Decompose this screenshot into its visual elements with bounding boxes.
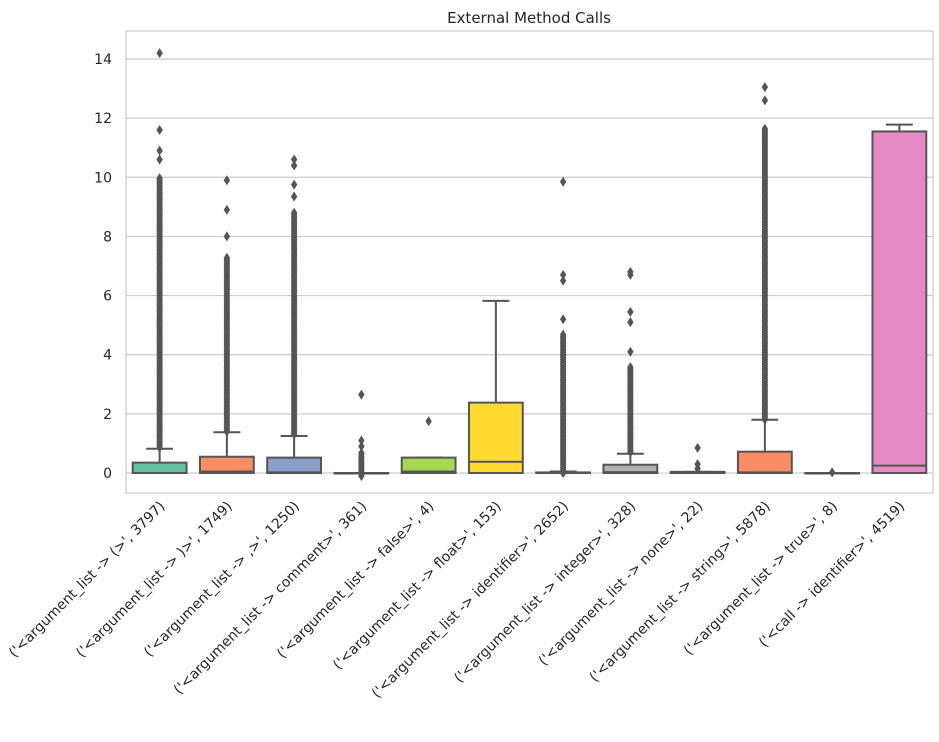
outlier-point xyxy=(223,231,231,242)
outlier-point xyxy=(358,389,365,400)
gridlines xyxy=(126,58,933,474)
box-iqr xyxy=(198,455,255,475)
outlier-point xyxy=(627,317,634,328)
box-4 xyxy=(400,416,457,475)
outlier-point xyxy=(761,82,769,93)
outlier-point xyxy=(156,124,163,135)
box-10 xyxy=(804,467,861,478)
x-axis-ticks: ('<argument_list -> (>', 3797)('<argumen… xyxy=(6,499,908,702)
box-8 xyxy=(669,442,726,474)
outlier-point xyxy=(694,459,701,470)
box-iqr xyxy=(871,130,928,474)
outlier-point xyxy=(358,447,365,458)
box-11 xyxy=(871,123,928,474)
box-1 xyxy=(198,175,255,475)
box-iqr xyxy=(736,450,793,474)
box-5 xyxy=(467,299,524,474)
y-tick-label: 10 xyxy=(94,170,112,186)
outlier-point xyxy=(627,362,634,373)
x-tick-label: ('<call -> identifier>', 4519) xyxy=(756,499,908,651)
outlier-point xyxy=(156,145,163,156)
outlier-point xyxy=(358,435,365,446)
box-2 xyxy=(266,154,323,475)
outlier-point xyxy=(559,269,567,280)
box-7 xyxy=(602,266,659,475)
outlier-point xyxy=(290,191,298,202)
plot-frame xyxy=(125,30,934,494)
box-iqr xyxy=(400,456,457,475)
outlier-point xyxy=(156,48,163,59)
y-tick-label: 6 xyxy=(103,289,112,305)
outlier-point xyxy=(290,160,298,171)
outlier-point xyxy=(425,416,432,427)
outlier-point xyxy=(627,266,634,277)
outlier-point xyxy=(290,207,298,218)
outlier-point xyxy=(223,175,231,186)
boxes xyxy=(131,48,928,481)
box-9 xyxy=(736,82,793,474)
outlier-point xyxy=(559,314,567,325)
outlier-point xyxy=(290,154,298,165)
outlier-point xyxy=(223,252,231,263)
y-tick-label: 8 xyxy=(103,229,112,245)
outlier-point xyxy=(627,306,634,317)
outlier-point xyxy=(559,275,567,286)
y-tick-label: 0 xyxy=(103,466,112,482)
outlier-point xyxy=(156,173,163,184)
chart-title: External Method Calls xyxy=(447,9,611,27)
outlier-point xyxy=(559,176,567,187)
outlier-point xyxy=(761,95,769,106)
outlier-point xyxy=(223,204,231,215)
y-tick-label: 2 xyxy=(103,407,112,423)
box-3 xyxy=(333,389,390,481)
box-iqr xyxy=(131,461,188,474)
box-0 xyxy=(131,48,188,474)
y-tick-label: 12 xyxy=(94,111,112,127)
box-iqr xyxy=(266,456,323,475)
y-tick-label: 4 xyxy=(103,348,112,364)
outlier-point xyxy=(627,346,634,357)
outlier-point xyxy=(828,467,836,478)
outlier-point xyxy=(358,441,365,452)
outlier-point xyxy=(290,179,298,190)
box-6 xyxy=(535,176,592,478)
y-tick-label: 14 xyxy=(94,52,112,68)
outlier-point xyxy=(559,329,567,340)
outlier-point xyxy=(156,154,163,165)
outlier-point xyxy=(761,123,769,134)
y-axis-ticks: 0 2 4 6 8 10 12 14 xyxy=(94,52,112,482)
outlier-point xyxy=(694,442,701,453)
